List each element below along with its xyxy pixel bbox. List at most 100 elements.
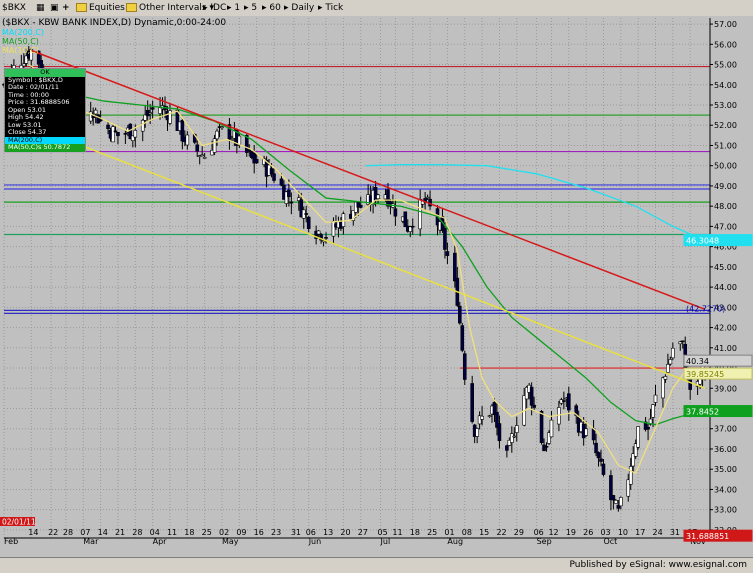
candle-body [462, 353, 467, 380]
idc-button[interactable]: ▸ IDC [203, 3, 227, 13]
candle-body [614, 500, 618, 504]
candle-body [185, 134, 190, 146]
candle-body [698, 378, 702, 385]
info-open: Open 53.01 [8, 105, 47, 114]
candle-body [279, 178, 284, 186]
legend-ma200: MA(200,C) [2, 28, 44, 37]
candle-body [237, 135, 242, 145]
price-tick-label: 44.00 [714, 283, 737, 292]
candle-body [254, 159, 259, 164]
date-tick-label: 02 [219, 528, 229, 537]
date-tick-label: 18 [410, 528, 420, 537]
date-tick-label: 14 [28, 528, 38, 537]
symbol-field[interactable]: $BKX [2, 3, 26, 13]
candles [2, 46, 707, 512]
interval-5-button[interactable]: ▸ 5 [244, 3, 258, 13]
candle-body [539, 411, 544, 443]
date-tick-label: 25 [202, 528, 212, 537]
date-tick-label: 01 [444, 528, 454, 537]
candle-body [195, 144, 200, 152]
price-tick-label: 42.00 [714, 324, 737, 333]
price-tick-label: 34.00 [714, 485, 737, 494]
interval-1-button[interactable]: ▸ 1 [227, 3, 241, 13]
candle-body [227, 124, 232, 140]
candle-body [514, 425, 519, 433]
candle-body [24, 55, 29, 64]
cursor-date-badge [0, 517, 35, 526]
candle-body [678, 341, 683, 345]
candle-body [168, 110, 172, 124]
legend-ma10: MA(10,C) [2, 46, 39, 55]
candle-body [113, 130, 118, 133]
candle-body [631, 453, 636, 467]
candle-body [636, 426, 640, 448]
candle-body [425, 196, 430, 199]
date-tick-label: 04 [150, 528, 160, 537]
interval-60-button[interactable]: ▸ 60 [262, 3, 281, 13]
candle-body [628, 466, 633, 485]
info-close: Close 54.37 [8, 128, 47, 136]
date-tick-label: Oct [603, 537, 617, 546]
date-tick-label: 11 [167, 528, 177, 537]
date-tick-label: Jun [308, 537, 322, 546]
candle-body [544, 446, 549, 448]
folder-icon [76, 3, 87, 12]
price-tick-label: 43.00 [714, 303, 737, 312]
candle-body [510, 433, 514, 443]
price-label: 46.3048 [686, 237, 719, 246]
candle-body [487, 415, 492, 417]
add-icon[interactable]: + [62, 3, 70, 13]
candle-body [316, 230, 321, 235]
price-labels: (42.7270) 46.3048 40.34 39.85245 37.8452 31.6… [683, 234, 753, 542]
data-window[interactable]: OK Symbol : $BKX,D Date : 02/01/11 Time … [4, 68, 86, 152]
idc-label: IDC [210, 3, 227, 13]
candle-body [542, 444, 546, 452]
candle-body [507, 439, 512, 446]
trendline [30, 49, 706, 311]
print-icon[interactable]: ▣ [50, 3, 59, 13]
candle-body [212, 138, 217, 153]
price-label-badge [683, 529, 753, 542]
candle-body [666, 364, 670, 373]
price-tick-label: 37.00 [714, 425, 737, 434]
candle-body [680, 340, 685, 343]
candle-body [547, 432, 551, 444]
equities-menu[interactable]: Equities ▾ [76, 0, 132, 16]
price-label: 31.688851 [686, 532, 729, 541]
ma-line [365, 164, 706, 242]
candle-body [341, 213, 346, 227]
price-chart[interactable]: 57.00 56.00 55.00 54.00 53.00 52.00 51.00 50.00… [0, 16, 753, 546]
candle-body [306, 216, 311, 229]
candle-body [458, 305, 462, 324]
candle-body [663, 376, 668, 380]
price-tick-label: 47.00 [714, 222, 737, 231]
candle-body [460, 325, 465, 351]
price-tick-label: 48.00 [714, 202, 737, 211]
intervals-menu[interactable]: Other Intervals ▾ [126, 0, 214, 16]
daily-button[interactable]: ▸ Daily [284, 3, 315, 13]
candle-body [445, 251, 450, 256]
candle-body [480, 415, 484, 420]
crosshair-icon[interactable]: ▦ [36, 3, 45, 13]
chart-area[interactable]: 57.00 56.00 55.00 54.00 53.00 52.00 51.00 50.00… [0, 16, 753, 546]
price-tick-label: 33.00 [714, 506, 737, 515]
date-tick-label: 13 [323, 528, 333, 537]
date-tick-label: 07 [80, 528, 90, 537]
date-tick-label: 15 [479, 528, 489, 537]
ma-line [28, 63, 706, 475]
candle-body [616, 504, 621, 509]
candle-body [244, 135, 249, 153]
candle-body [324, 237, 328, 239]
candle-body [626, 479, 631, 497]
candle-body [609, 475, 613, 501]
candle-body [131, 135, 135, 142]
cursor-date: 02/01/11 [2, 518, 36, 527]
candle-body [492, 401, 497, 416]
tick-button[interactable]: ▸ Tick [318, 3, 344, 13]
candle-body [403, 211, 408, 228]
data-window-header[interactable]: OK [5, 68, 85, 77]
candle-body [180, 120, 185, 142]
candle-body [562, 400, 566, 402]
price-label: 40.34 [686, 357, 709, 366]
candle-body [393, 208, 398, 217]
